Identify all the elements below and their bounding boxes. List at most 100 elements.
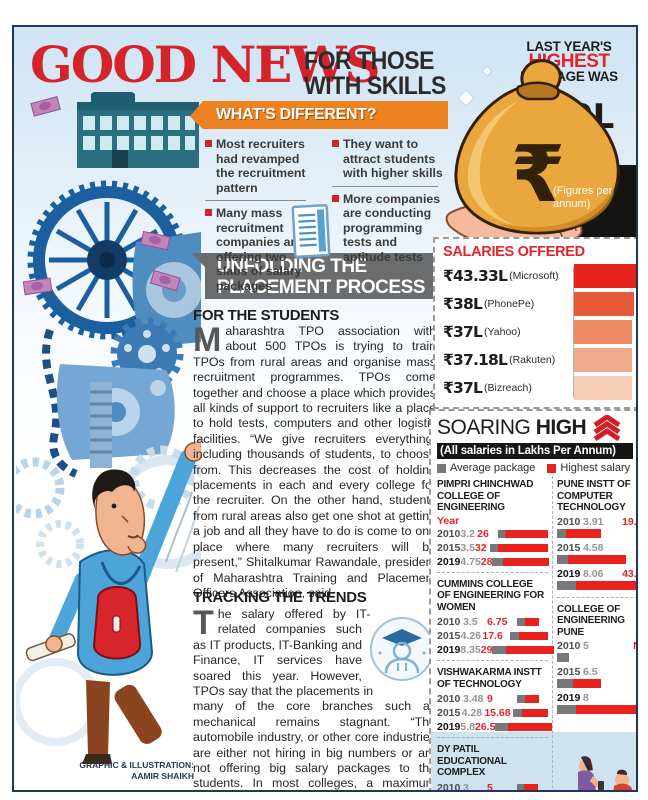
college-data-row: 2019 8.35 29: [437, 643, 555, 657]
row-bar: [495, 723, 552, 731]
high-bar-segment: [508, 723, 552, 731]
year-value: 2010: [437, 693, 461, 705]
highest-value: 33: [637, 542, 638, 554]
salary-amount: ₹37L: [443, 379, 483, 397]
year-value: 2010: [557, 640, 581, 652]
salary-row: ₹37L (Yahoo): [443, 318, 636, 346]
gearbox-icon: [56, 364, 175, 460]
soaring-high-subtitle: (All salaries in Lakhs Per Annum): [437, 443, 633, 459]
for-the-students-heading: FOR THE STUDENTS: [193, 307, 340, 324]
row-bar: [517, 618, 539, 626]
college-columns: PIMPRI CHINCHWAD COLLEGE OF ENGINEERING Y…: [437, 476, 636, 792]
year-value: 2015: [437, 630, 461, 642]
credit-line2: AAMIR SHAIKH: [131, 771, 194, 781]
year-value: 2015: [557, 666, 581, 678]
avg-bar-segment: [492, 646, 507, 654]
year-column-label: Year: [437, 514, 460, 527]
avg-bar-segment: [509, 632, 519, 640]
college-column-right: PUNE INSTT OF COMPUTER TECHNOLOGY 2010 3.9…: [553, 476, 638, 790]
college-data-row: 2010 3 5: [437, 781, 548, 792]
salary-company: (Rakuten): [509, 354, 556, 366]
average-value: 4.26: [460, 630, 482, 642]
average-value: 4.75: [460, 555, 481, 568]
year-value: 2019: [437, 721, 461, 733]
bullet-divider: [205, 200, 306, 201]
highest-value: 32: [474, 541, 487, 554]
salary-row: ₹38L (PhonePe): [443, 290, 636, 318]
avg-bar-segment: [557, 554, 568, 564]
highest-value: 19.95: [622, 515, 637, 528]
high-bar-segment: [524, 783, 538, 790]
high-bar-segment: [506, 646, 555, 654]
bullet-text: More companies are conducting programmin…: [343, 191, 441, 264]
year-value: 2015: [437, 541, 461, 554]
row-bar: [557, 580, 636, 590]
avg-bar-segment: [557, 580, 577, 590]
salary-company: (PhonePe): [484, 298, 535, 310]
avg-bar-segment: [512, 709, 523, 717]
average-value: 8: [583, 692, 589, 704]
bullet-item: Many mass recruitment companies are offe…: [205, 206, 311, 293]
dropcap: T: [193, 604, 214, 642]
highest-value: 29: [480, 644, 493, 656]
highest-value: 9: [487, 693, 493, 705]
year-value: 2010: [437, 527, 461, 540]
headline-subtitle: FOR THOSE WITH SKILLS: [304, 49, 446, 99]
high-bar-segment: [522, 709, 548, 717]
year-value: 2015: [437, 707, 461, 719]
high-bar-segment: [518, 632, 548, 640]
high-bar-segment: [572, 679, 601, 688]
row-bar: [517, 783, 538, 790]
salary-company: (Bizreach): [484, 382, 532, 394]
avg-bar-segment: [557, 528, 567, 538]
row-bar: [490, 543, 548, 552]
highest-value: 6.75: [487, 616, 508, 628]
row-bar: [557, 705, 636, 714]
last-year-line1: LAST YEAR'S: [526, 39, 612, 54]
year-value: 2019: [557, 567, 581, 580]
row-bar: [557, 554, 636, 564]
row-bar: [498, 529, 548, 538]
average-value: 3.91: [583, 515, 604, 528]
high-bar-segment: [566, 528, 602, 538]
college-data-row: 2015 4.28 15.68: [437, 706, 548, 720]
row-bar: [492, 557, 550, 566]
year-value: 2010: [437, 781, 461, 792]
college-data-row: 2010 3.2 26: [437, 527, 548, 541]
year-value: 2010: [557, 515, 581, 528]
average-value: 4.28: [461, 707, 483, 719]
high-bar-segment: [576, 705, 636, 714]
bullet-square-icon: [205, 140, 212, 147]
highest-value: 39: [637, 692, 638, 704]
paragraph-text: he salary offered by IT-related companie…: [193, 607, 436, 791]
salary-amount: ₹38L: [443, 295, 483, 313]
content-frame: GOOD NEWS FOR THOSE WITH SKILLS LAST YEA…: [12, 25, 638, 792]
legend-swatch: [547, 463, 557, 473]
highest-value: 28: [480, 555, 493, 568]
average-value: 3.5: [460, 541, 475, 554]
avg-bar-segment: [492, 557, 503, 566]
bullet-text: Many mass recruitment companies are offe…: [216, 206, 303, 293]
row-bar: [509, 632, 548, 640]
average-value: 6.5: [583, 666, 598, 678]
avg-bar-segment: [517, 618, 525, 626]
graduate-icon: [368, 613, 436, 693]
bullet-text: Most recruiters had revamped the recruit…: [216, 137, 306, 195]
bullets-left-column: Most recruiters had revamped the recruit…: [205, 137, 311, 293]
salary-bar: [574, 292, 634, 316]
upward-chevrons-icon: [593, 415, 621, 441]
high-bar-segment: [502, 557, 550, 566]
whats-different-banner: WHAT'S DIFFERENT?: [190, 101, 448, 129]
high-bar-segment: [567, 554, 626, 564]
salary-row: ₹37L (Bizreach): [443, 374, 636, 402]
college-data-row: 2010 3.48 9: [437, 692, 548, 706]
highest-value: 43.33: [622, 567, 637, 580]
salary-bar: [574, 376, 633, 400]
salary-row: ₹37.18L (Rakuten): [443, 346, 636, 374]
average-value: 4.58: [583, 541, 604, 554]
average-value: 3.48: [463, 693, 484, 705]
average-value: 3: [463, 781, 469, 792]
college-name: VISHWAKARMA INSTT OF TECHNOLOGY: [437, 667, 542, 690]
